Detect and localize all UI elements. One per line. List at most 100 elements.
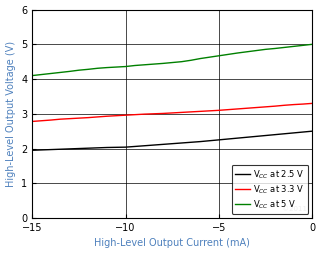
V$_{CC}$ at 2.5 V <box>255 135 258 138</box>
V$_{CC}$ at 5 V <box>152 62 156 66</box>
V$_{CC}$ at 2.5 V <box>198 140 202 143</box>
V$_{CC}$ at 5 V <box>282 46 286 49</box>
V$_{CC}$ at 5 V <box>161 62 165 65</box>
V$_{CC}$ at 5 V <box>86 68 90 71</box>
V$_{CC}$ at 5 V <box>217 54 221 57</box>
V$_{CC}$ at 3.3 V <box>264 105 268 108</box>
V$_{CC}$ at 2.5 V <box>86 147 90 150</box>
Line: V$_{CC}$ at 3.3 V: V$_{CC}$ at 3.3 V <box>32 103 312 121</box>
V$_{CC}$ at 2.5 V <box>105 146 109 149</box>
V$_{CC}$ at 5 V <box>30 74 34 77</box>
V$_{CC}$ at 2.5 V <box>292 131 296 134</box>
V$_{CC}$ at 5 V <box>58 71 62 74</box>
V$_{CC}$ at 5 V <box>68 70 72 73</box>
V$_{CC}$ at 3.3 V <box>152 112 156 115</box>
V$_{CC}$ at 3.3 V <box>86 116 90 119</box>
V$_{CC}$ at 2.5 V <box>39 148 43 151</box>
V$_{CC}$ at 3.3 V <box>124 114 127 117</box>
V$_{CC}$ at 2.5 V <box>142 144 146 147</box>
Text: ©2011: ©2011 <box>282 206 307 212</box>
V$_{CC}$ at 5 V <box>142 63 146 66</box>
V$_{CC}$ at 3.3 V <box>282 104 286 107</box>
V$_{CC}$ at 5 V <box>180 60 184 63</box>
V$_{CC}$ at 3.3 V <box>114 114 118 117</box>
V$_{CC}$ at 2.5 V <box>245 136 249 139</box>
V$_{CC}$ at 2.5 V <box>152 144 156 147</box>
V$_{CC}$ at 5 V <box>226 53 230 56</box>
Line: V$_{CC}$ at 5 V: V$_{CC}$ at 5 V <box>32 44 312 76</box>
V$_{CC}$ at 2.5 V <box>96 146 100 149</box>
V$_{CC}$ at 5 V <box>245 50 249 53</box>
V$_{CC}$ at 3.3 V <box>77 117 81 120</box>
V$_{CC}$ at 3.3 V <box>58 118 62 121</box>
V$_{CC}$ at 3.3 V <box>30 120 34 123</box>
V$_{CC}$ at 3.3 V <box>236 107 239 110</box>
V$_{CC}$ at 2.5 V <box>208 139 212 142</box>
V$_{CC}$ at 5 V <box>236 52 239 55</box>
V$_{CC}$ at 2.5 V <box>58 148 62 151</box>
V$_{CC}$ at 2.5 V <box>189 141 193 144</box>
V$_{CC}$ at 3.3 V <box>301 103 305 106</box>
V$_{CC}$ at 3.3 V <box>39 119 43 122</box>
V$_{CC}$ at 2.5 V <box>114 146 118 149</box>
V$_{CC}$ at 2.5 V <box>226 137 230 140</box>
V$_{CC}$ at 5 V <box>301 44 305 47</box>
V$_{CC}$ at 5 V <box>170 61 174 64</box>
V$_{CC}$ at 3.3 V <box>273 105 277 108</box>
V$_{CC}$ at 5 V <box>39 73 43 76</box>
V$_{CC}$ at 2.5 V <box>310 130 314 133</box>
V$_{CC}$ at 2.5 V <box>273 133 277 136</box>
V$_{CC}$ at 3.3 V <box>255 106 258 109</box>
V$_{CC}$ at 2.5 V <box>124 146 127 149</box>
V$_{CC}$ at 2.5 V <box>236 137 239 140</box>
V$_{CC}$ at 5 V <box>264 48 268 51</box>
V$_{CC}$ at 3.3 V <box>217 109 221 112</box>
V$_{CC}$ at 3.3 V <box>198 110 202 113</box>
V$_{CC}$ at 2.5 V <box>170 142 174 145</box>
V$_{CC}$ at 2.5 V <box>301 131 305 134</box>
V$_{CC}$ at 2.5 V <box>68 147 72 150</box>
V$_{CC}$ at 2.5 V <box>217 138 221 141</box>
V$_{CC}$ at 3.3 V <box>68 117 72 120</box>
Legend: V$_{CC}$ at 2.5 V, V$_{CC}$ at 3.3 V, V$_{CC}$ at 5 V: V$_{CC}$ at 2.5 V, V$_{CC}$ at 3.3 V, V$… <box>231 165 308 214</box>
V$_{CC}$ at 5 V <box>77 69 81 72</box>
V$_{CC}$ at 5 V <box>49 72 53 75</box>
V$_{CC}$ at 3.3 V <box>105 115 109 118</box>
V$_{CC}$ at 5 V <box>198 57 202 60</box>
V$_{CC}$ at 5 V <box>310 43 314 46</box>
V$_{CC}$ at 5 V <box>114 66 118 69</box>
V$_{CC}$ at 2.5 V <box>133 145 137 148</box>
V$_{CC}$ at 5 V <box>124 65 127 68</box>
V$_{CC}$ at 5 V <box>255 49 258 52</box>
V$_{CC}$ at 2.5 V <box>180 141 184 145</box>
V$_{CC}$ at 5 V <box>133 64 137 67</box>
V$_{CC}$ at 3.3 V <box>96 115 100 118</box>
Y-axis label: High-Level Output Voltage (V): High-Level Output Voltage (V) <box>5 41 15 187</box>
V$_{CC}$ at 5 V <box>105 66 109 69</box>
V$_{CC}$ at 3.3 V <box>245 107 249 110</box>
V$_{CC}$ at 2.5 V <box>161 143 165 146</box>
V$_{CC}$ at 3.3 V <box>226 108 230 111</box>
V$_{CC}$ at 5 V <box>273 47 277 50</box>
V$_{CC}$ at 3.3 V <box>310 102 314 105</box>
V$_{CC}$ at 2.5 V <box>30 149 34 152</box>
V$_{CC}$ at 5 V <box>208 56 212 59</box>
V$_{CC}$ at 2.5 V <box>49 148 53 151</box>
Line: V$_{CC}$ at 2.5 V: V$_{CC}$ at 2.5 V <box>32 131 312 150</box>
V$_{CC}$ at 3.3 V <box>142 113 146 116</box>
V$_{CC}$ at 3.3 V <box>292 103 296 106</box>
V$_{CC}$ at 5 V <box>189 59 193 62</box>
X-axis label: High-Level Output Current (mA): High-Level Output Current (mA) <box>94 239 250 248</box>
V$_{CC}$ at 2.5 V <box>77 147 81 150</box>
V$_{CC}$ at 3.3 V <box>189 110 193 113</box>
V$_{CC}$ at 3.3 V <box>133 113 137 116</box>
V$_{CC}$ at 3.3 V <box>170 112 174 115</box>
V$_{CC}$ at 2.5 V <box>264 134 268 137</box>
V$_{CC}$ at 3.3 V <box>49 119 53 122</box>
V$_{CC}$ at 3.3 V <box>180 111 184 114</box>
V$_{CC}$ at 5 V <box>96 67 100 70</box>
V$_{CC}$ at 5 V <box>292 45 296 48</box>
V$_{CC}$ at 2.5 V <box>282 132 286 135</box>
V$_{CC}$ at 3.3 V <box>208 109 212 112</box>
V$_{CC}$ at 3.3 V <box>161 112 165 115</box>
